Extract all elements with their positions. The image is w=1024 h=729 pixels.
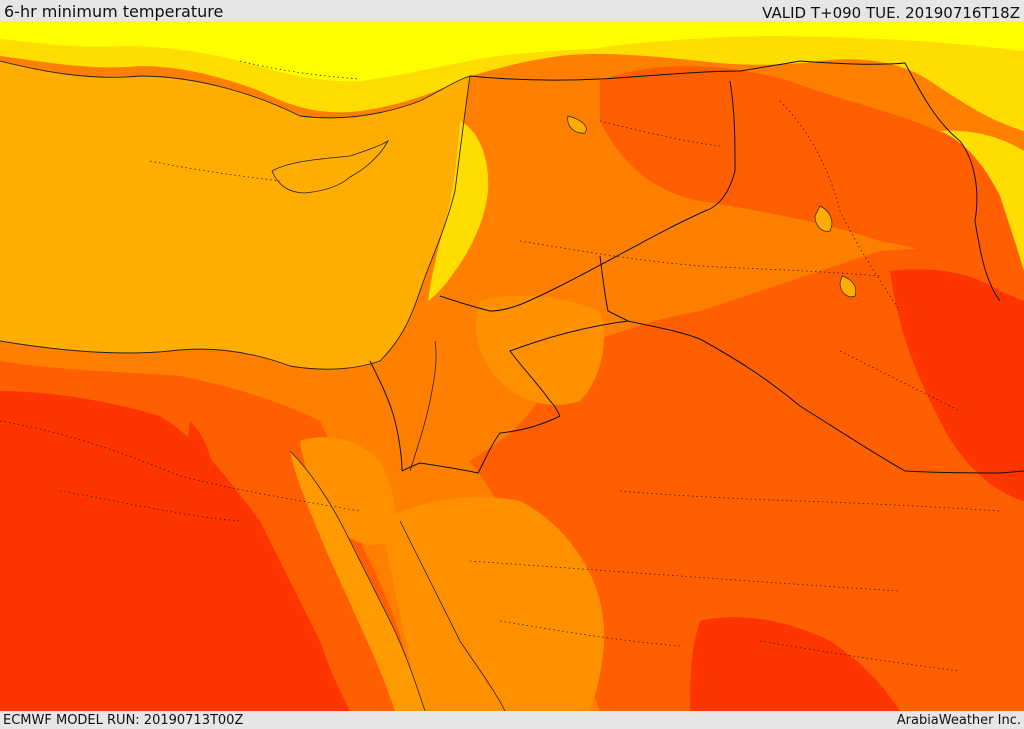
coastline-turkey xyxy=(0,60,471,119)
red-zone-egypt xyxy=(0,391,350,711)
orange-patch-jordan xyxy=(476,295,604,405)
map-title: 6-hr minimum temperature xyxy=(4,2,224,21)
credit-label: ArabiaWeather Inc. xyxy=(896,713,1021,728)
map-canvas xyxy=(0,21,1024,711)
orange-patch-sinai xyxy=(300,437,396,546)
cyprus-island xyxy=(271,139,390,194)
dark-orange-zone-north xyxy=(600,66,1024,271)
model-run-label: ECMWF MODEL RUN: 20190713T00Z xyxy=(3,713,244,728)
red-zone-gulf xyxy=(690,617,900,711)
coastline-red-sea-west xyxy=(289,450,426,711)
coastline-red-sea-east xyxy=(399,520,506,711)
lake-tharthar xyxy=(814,205,833,232)
yellow-zone-zagros xyxy=(940,130,1024,271)
orange-patch-hijaz xyxy=(380,497,605,711)
header-bar: 6-hr minimum temperature VALID T+090 TUE… xyxy=(0,0,1024,21)
yellow-zone-turkey-bright xyxy=(0,21,1024,82)
temperature-map xyxy=(0,21,1024,711)
lake-razzaza xyxy=(839,275,857,298)
valid-time: VALID T+090 TUE. 20190716T18Z xyxy=(762,4,1020,22)
mediterranean-sea xyxy=(0,61,470,370)
footer-bar: ECMWF MODEL RUN: 20190713T00Z ArabiaWeat… xyxy=(0,711,1024,729)
red-zone-mesopotamia xyxy=(890,269,1024,501)
dark-orange-zone-east xyxy=(470,241,1024,711)
red-sea xyxy=(290,451,425,711)
yellow-zone-lebanon xyxy=(428,121,489,301)
province-borders xyxy=(0,60,1001,672)
country-borders xyxy=(369,60,1024,474)
red-zone-nile xyxy=(184,421,265,711)
coastline-dead-sea xyxy=(409,340,437,472)
lake-assad xyxy=(567,115,587,134)
